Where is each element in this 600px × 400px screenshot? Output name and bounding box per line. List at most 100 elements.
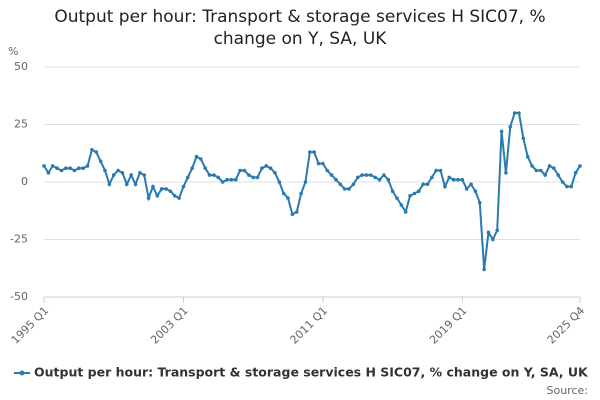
point xyxy=(264,164,269,168)
point xyxy=(138,171,142,175)
point xyxy=(290,212,295,216)
point xyxy=(164,187,168,191)
series-line xyxy=(43,112,581,270)
point xyxy=(116,168,120,173)
point xyxy=(438,168,443,173)
point xyxy=(103,168,107,173)
point xyxy=(255,175,260,180)
point xyxy=(299,191,303,196)
point xyxy=(133,182,138,187)
chart-title: Output per hour: Transport & storage ser… xyxy=(54,7,546,49)
point xyxy=(63,166,68,170)
legend-label: Output per hour: Transport & storage ser… xyxy=(34,365,589,380)
point xyxy=(107,182,112,187)
point xyxy=(186,175,190,180)
point xyxy=(247,173,251,177)
point xyxy=(124,182,129,187)
point xyxy=(334,177,338,182)
point xyxy=(120,171,125,175)
point xyxy=(94,150,99,154)
point xyxy=(508,125,513,129)
x-tick-label: 2003 Q1 xyxy=(148,304,191,347)
point xyxy=(111,173,116,177)
point xyxy=(355,175,360,180)
point xyxy=(416,189,421,193)
point xyxy=(181,184,186,189)
point xyxy=(517,111,521,115)
point xyxy=(199,157,203,161)
point xyxy=(556,173,561,177)
point xyxy=(55,166,59,170)
y-tick-label: -25 xyxy=(10,233,28,246)
point xyxy=(569,184,574,189)
point xyxy=(565,184,569,189)
point xyxy=(142,173,147,177)
point xyxy=(260,166,264,170)
point xyxy=(212,173,216,177)
point xyxy=(59,168,64,173)
point xyxy=(451,177,456,182)
point xyxy=(373,175,377,180)
point xyxy=(42,164,46,168)
x-tick-label: 1995 Q1 xyxy=(9,304,52,347)
point xyxy=(460,177,465,182)
point xyxy=(233,177,238,182)
point xyxy=(364,173,369,177)
point xyxy=(77,166,81,170)
point xyxy=(434,168,438,173)
point xyxy=(159,187,164,191)
point xyxy=(281,191,286,196)
point xyxy=(395,196,399,200)
point xyxy=(85,164,90,168)
point xyxy=(403,210,408,214)
point xyxy=(268,166,273,170)
point xyxy=(277,180,282,184)
point xyxy=(238,168,242,173)
point xyxy=(482,267,486,272)
point xyxy=(547,164,552,168)
x-tick-label: 2025 Q4 xyxy=(545,304,588,347)
point xyxy=(390,189,395,193)
point xyxy=(430,175,434,180)
point xyxy=(81,166,86,170)
point xyxy=(386,177,391,182)
point xyxy=(525,154,530,159)
point xyxy=(312,150,316,154)
x-tick-label: 2011 Q1 xyxy=(288,304,331,347)
point xyxy=(242,168,247,173)
point xyxy=(207,173,212,177)
point xyxy=(360,173,364,177)
point xyxy=(172,194,177,198)
point xyxy=(408,194,412,198)
point xyxy=(421,182,425,187)
point xyxy=(294,210,299,214)
point xyxy=(538,168,543,173)
point xyxy=(382,173,386,177)
point xyxy=(216,175,221,180)
point xyxy=(491,237,495,242)
point xyxy=(321,161,325,166)
point xyxy=(50,164,55,168)
point xyxy=(308,150,312,154)
point xyxy=(530,164,534,168)
point xyxy=(98,159,103,164)
point xyxy=(486,230,491,235)
point xyxy=(168,189,173,193)
y-tick-label: 25 xyxy=(14,118,28,131)
x-tick-label: 2019 Q1 xyxy=(427,304,470,347)
point xyxy=(151,184,155,189)
point xyxy=(573,171,578,175)
y-tick-label: 0 xyxy=(21,175,28,188)
point xyxy=(552,166,556,170)
point xyxy=(377,177,382,182)
point xyxy=(560,180,565,184)
point xyxy=(46,171,51,175)
y-tick-label: 50 xyxy=(14,60,28,73)
y-tick-label: -50 xyxy=(10,290,28,303)
point xyxy=(203,166,208,170)
point xyxy=(495,228,500,233)
point xyxy=(303,180,308,184)
point xyxy=(447,175,452,180)
point xyxy=(316,161,321,166)
